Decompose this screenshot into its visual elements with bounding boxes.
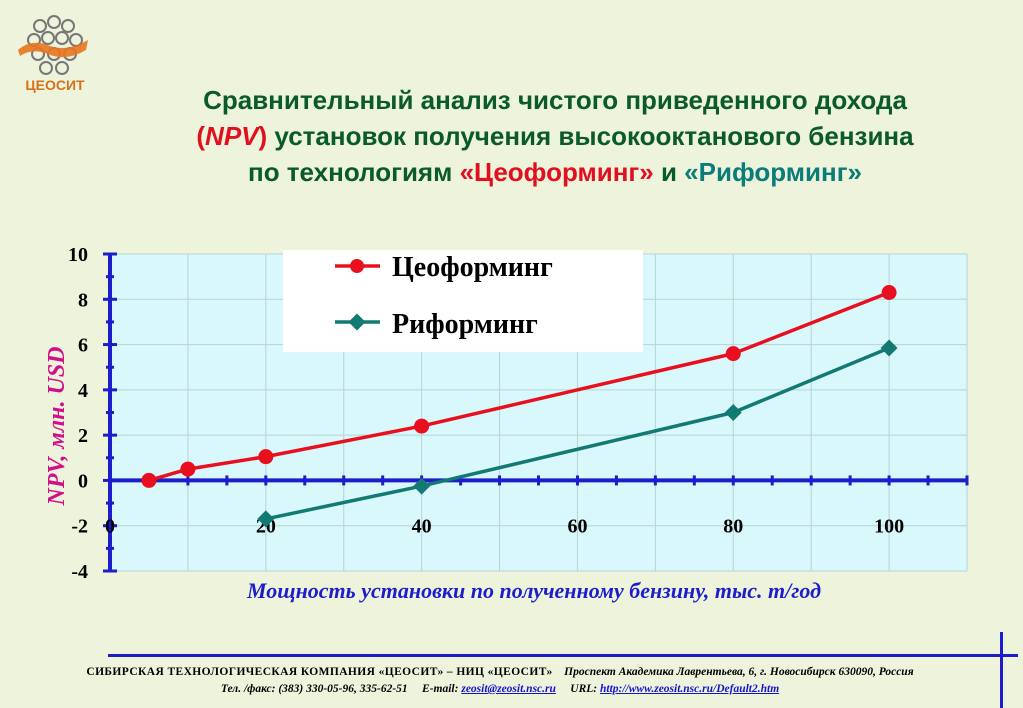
data-point-zeoforming bbox=[881, 284, 897, 300]
series-line-reforming bbox=[265, 346, 890, 521]
x-tick-label: 40 bbox=[412, 516, 432, 538]
logo-text: ЦЕОСИТ bbox=[25, 77, 85, 93]
title-and: и bbox=[653, 157, 685, 187]
y-tick-label: -2 bbox=[71, 516, 88, 538]
x-tick-label: 80 bbox=[723, 516, 743, 538]
y-tick-label: 10 bbox=[68, 244, 88, 266]
x-axis-label: Мощность установки по полученному бензин… bbox=[246, 578, 821, 603]
data-point-zeoforming bbox=[258, 449, 274, 465]
x-tick-label: 60 bbox=[567, 516, 587, 538]
data-point-zeoforming bbox=[141, 472, 157, 488]
data-point-zeoforming bbox=[180, 461, 196, 477]
title-paren-open: ( bbox=[196, 121, 206, 151]
data-point-reforming bbox=[880, 339, 898, 357]
footer-url-label: URL: bbox=[570, 683, 598, 695]
x-tick-label: 0 bbox=[105, 516, 115, 538]
legend: Цеоформинг Риформинг bbox=[335, 252, 553, 340]
y-tick-label: 0 bbox=[78, 470, 88, 492]
title-line-3: по технологиям «Цеоформинг» и «Риформинг… bbox=[110, 154, 1000, 190]
footer-cross-mark bbox=[1000, 632, 1003, 708]
title-line-3-pre: по технологиям bbox=[248, 157, 460, 187]
footer-address: Проспект Академика Лаврентьева, 6, г. Но… bbox=[564, 666, 914, 678]
series-layer bbox=[141, 284, 898, 528]
data-point-reforming bbox=[724, 404, 742, 421]
title-line-1: Сравнительный анализ чистого приведенног… bbox=[203, 85, 907, 115]
title-npv: NPV bbox=[205, 121, 259, 151]
footer-line-2: Тел. /факс: (383) 330-05-96, 335-62-51 E… bbox=[0, 681, 1000, 698]
footer-phone: Тел. /факс: (383) 330-05-96, 335-62-51 bbox=[220, 683, 408, 695]
axes bbox=[103, 252, 969, 573]
y-tick-label: 6 bbox=[78, 335, 88, 357]
x-tick-label: 100 bbox=[874, 516, 904, 538]
footer-email-link[interactable]: zeosit@zeosit.nsc.ru bbox=[461, 683, 556, 695]
y-tick-label: 2 bbox=[78, 425, 88, 447]
footer-url-link[interactable]: http://www.zeosit.nsc.ru/Default2.htm bbox=[600, 683, 780, 695]
footer-separator bbox=[108, 654, 1018, 657]
footer-line-1: СИБИРСКАЯ ТЕХНОЛОГИЧЕСКАЯ КОМПАНИЯ «ЦЕОС… bbox=[0, 664, 1000, 681]
data-point-zeoforming bbox=[725, 346, 741, 362]
footer-email-label: E-mail: bbox=[422, 683, 459, 695]
y-tick-label: 4 bbox=[78, 380, 88, 402]
slide-title: Сравнительный анализ чистого приведенног… bbox=[110, 82, 1000, 190]
legend-label-reforming: Риформинг bbox=[392, 309, 538, 340]
footer: СИБИРСКАЯ ТЕХНОЛОГИЧЕСКАЯ КОМПАНИЯ «ЦЕОС… bbox=[0, 664, 1000, 698]
zeosit-logo: ЦЕОСИТ bbox=[18, 15, 88, 93]
title-paren-close: ) bbox=[258, 121, 268, 151]
data-point-reforming bbox=[413, 477, 431, 495]
title-line-2: (NPV) установок получения высокооктаново… bbox=[110, 118, 1000, 154]
title-zeoforming: «Цеоформинг» bbox=[459, 157, 654, 187]
data-point-zeoforming bbox=[414, 418, 430, 434]
legend-label-zeoforming: Цеоформинг bbox=[392, 252, 553, 283]
legend-marker-zeoforming bbox=[350, 259, 364, 273]
footer-company: СИБИРСКАЯ ТЕХНОЛОГИЧЕСКАЯ КОМПАНИЯ «ЦЕОС… bbox=[86, 666, 553, 678]
title-reforming: «Риформинг» bbox=[684, 157, 862, 187]
y-tick-label: 8 bbox=[78, 289, 88, 311]
title-line-2-rest: установок получения высокооктанового бен… bbox=[267, 121, 914, 151]
y-axis-label: NPV, млн. USD bbox=[44, 347, 70, 507]
y-tick-label: -4 bbox=[71, 561, 88, 583]
data-point-reforming bbox=[257, 510, 275, 528]
